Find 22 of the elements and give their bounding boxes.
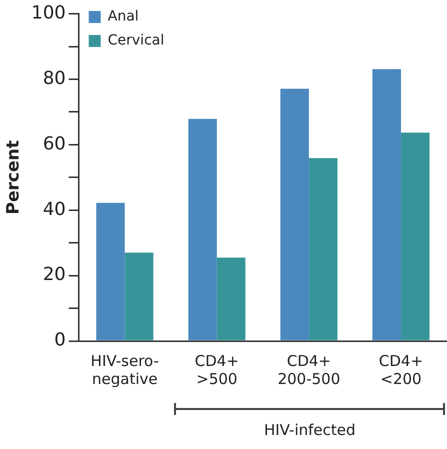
legend-label: Anal <box>108 8 139 25</box>
legend-label: Cervical <box>108 32 164 49</box>
y-tick-label: 100 <box>31 2 66 24</box>
bar <box>216 258 246 340</box>
bar <box>96 202 125 340</box>
bar <box>280 88 309 340</box>
x-tick-label: HIV-sero- negative <box>90 352 159 388</box>
bar <box>308 158 338 340</box>
text: HIV-infected <box>262 421 357 439</box>
bar <box>372 69 401 340</box>
x-tick-label: CD4+ <200 <box>378 352 424 388</box>
bar <box>188 118 217 340</box>
y-tick-label: 20 <box>42 264 66 286</box>
y-axis-title: Percent <box>4 140 24 215</box>
y-tick-label: 60 <box>42 133 66 154</box>
bar <box>400 132 430 340</box>
y-tick-label: 80 <box>42 68 66 89</box>
x-tick-label: CD4+ >500 <box>194 352 239 388</box>
bar <box>124 252 154 340</box>
x-tick-label: CD4+ 200-500 <box>278 352 340 388</box>
y-tick-label: 0 <box>54 330 66 351</box>
y-tick-label: 40 <box>42 198 66 220</box>
